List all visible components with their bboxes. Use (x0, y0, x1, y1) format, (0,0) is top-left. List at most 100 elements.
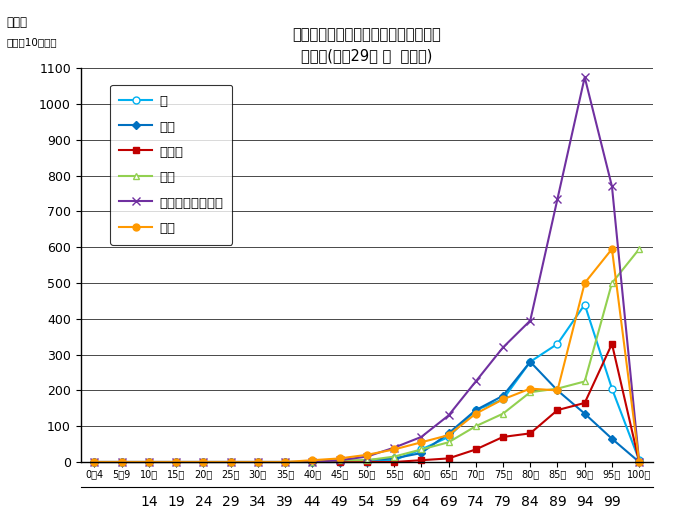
Line: 大腸: 大腸 (91, 246, 643, 466)
胃 (336, 459, 344, 465)
大腸 (635, 459, 643, 465)
胃 (444, 434, 452, 440)
気管・気管支・肺 (145, 459, 153, 465)
気管・気管支・肺 (281, 459, 289, 465)
胆のう (199, 459, 207, 465)
Line: 膵臓: 膵臓 (91, 246, 643, 466)
Title: 部位別にみた悪性新生物の年齢階級別
死亡率(平成29年 男  熊本県): 部位別にみた悪性新生物の年齢階級別 死亡率(平成29年 男 熊本県) (292, 27, 441, 63)
膵臓 (581, 379, 589, 385)
大腸 (90, 459, 98, 465)
大腸 (308, 457, 316, 464)
大腸 (472, 411, 480, 417)
膵臓 (227, 459, 235, 465)
膵臓 (363, 457, 371, 464)
膵臓 (118, 459, 126, 465)
肝臓 (581, 411, 589, 417)
肝臓 (472, 407, 480, 413)
大腸 (199, 459, 207, 465)
胆のう (308, 459, 316, 465)
胆のう (444, 455, 452, 461)
肝臓 (172, 459, 180, 465)
胆のう (227, 459, 235, 465)
気管・気管支・肺 (553, 196, 561, 202)
胃 (472, 407, 480, 413)
胃 (417, 446, 425, 453)
膵臓 (472, 423, 480, 429)
大腸 (336, 455, 344, 461)
胆のう (608, 341, 616, 347)
大腸 (390, 446, 398, 453)
胆のう (145, 459, 153, 465)
胃 (308, 459, 316, 465)
肝臓 (308, 459, 316, 465)
膵臓 (499, 411, 507, 417)
肝臓 (499, 393, 507, 399)
気管・気管支・肺 (390, 445, 398, 451)
胆のう (363, 459, 371, 465)
胆のう (581, 400, 589, 406)
胆のう (472, 446, 480, 453)
気管・気管支・肺 (417, 434, 425, 440)
胆のう (254, 459, 262, 465)
大腸 (444, 432, 452, 438)
肝臓 (118, 459, 126, 465)
Legend: 胃, 肝臓, 胆のう, 膵臓, 気管・気管支・肺, 大腸: 胃, 肝臓, 胆のう, 膵臓, 気管・気管支・肺, 大腸 (110, 85, 232, 245)
気管・気管支・肺 (336, 457, 344, 464)
気管・気管支・肺 (444, 412, 452, 418)
Line: 肝臓: 肝臓 (92, 359, 642, 465)
膵臓 (308, 459, 316, 465)
気管・気管支・肺 (90, 459, 98, 465)
Line: 気管・気管支・肺: 気管・気管支・肺 (90, 73, 643, 466)
膵臓 (444, 439, 452, 445)
胃 (608, 385, 616, 392)
胆のう (499, 434, 507, 440)
膵臓 (526, 389, 534, 395)
胃 (499, 396, 507, 403)
胃 (363, 459, 371, 465)
肝臓 (635, 459, 643, 465)
胃 (172, 459, 180, 465)
大腸 (281, 459, 289, 465)
大腸 (499, 396, 507, 403)
胆のう (390, 459, 398, 465)
肝臓 (363, 457, 371, 464)
胆のう (172, 459, 180, 465)
Text: 死亡率: 死亡率 (7, 16, 28, 29)
大腸 (526, 385, 534, 392)
Line: 胆のう: 胆のう (91, 340, 643, 466)
胆のう (526, 430, 534, 436)
膵臓 (90, 459, 98, 465)
膵臓 (553, 385, 561, 392)
気管・気管支・肺 (363, 454, 371, 460)
肝臓 (417, 450, 425, 456)
胃 (281, 459, 289, 465)
胆のう (281, 459, 289, 465)
肝臓 (145, 459, 153, 465)
気管・気管支・肺 (227, 459, 235, 465)
大腸 (363, 452, 371, 458)
膵臓 (172, 459, 180, 465)
気管・気管支・肺 (254, 459, 262, 465)
胆のう (553, 407, 561, 413)
胆のう (90, 459, 98, 465)
肝臓 (444, 430, 452, 436)
大腸 (608, 246, 616, 252)
肝臓 (90, 459, 98, 465)
胃 (199, 459, 207, 465)
胆のう (417, 457, 425, 464)
肝臓 (553, 387, 561, 394)
膵臓 (254, 459, 262, 465)
気管・気管支・肺 (608, 183, 616, 190)
胃 (145, 459, 153, 465)
胃 (254, 459, 262, 465)
大腸 (118, 459, 126, 465)
肝臓 (281, 459, 289, 465)
膵臓 (390, 454, 398, 460)
大腸 (553, 387, 561, 394)
肝臓 (608, 436, 616, 442)
大腸 (581, 280, 589, 286)
膵臓 (145, 459, 153, 465)
Text: （人口10万対）: （人口10万対） (7, 37, 57, 47)
気管・気管支・肺 (526, 318, 534, 324)
胃 (227, 459, 235, 465)
